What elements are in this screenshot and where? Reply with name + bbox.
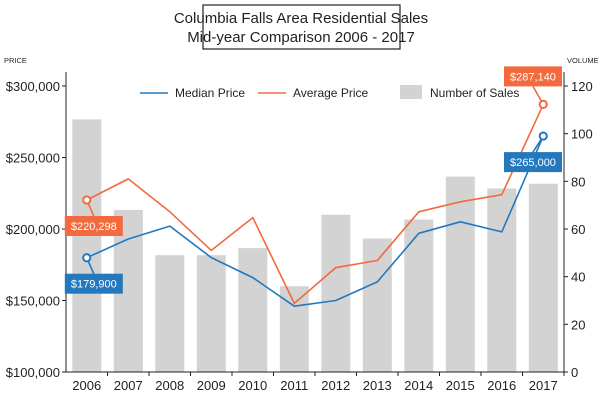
legend-swatch-bar [400, 85, 422, 99]
series-line-median-price [86, 135, 545, 308]
callout-label: $179,900 [71, 279, 117, 291]
left-tick-label: $100,000 [6, 365, 60, 380]
bar-2008 [155, 255, 185, 372]
x-tick-label-2008: 2008 [155, 378, 184, 393]
x-tick-label-2014: 2014 [404, 378, 433, 393]
title-frame [202, 4, 401, 50]
chart-title-box: Columbia Falls Area Residential Sales Mi… [174, 4, 428, 50]
x-tick-label-2011: 2011 [280, 378, 308, 393]
callout-box [504, 66, 562, 87]
x-tick-label-2017: 2017 [529, 378, 558, 393]
series-line-average-price [86, 104, 545, 305]
bar-2015 [445, 176, 475, 372]
lines-layer [86, 104, 545, 308]
legend-label: Number of Sales [430, 86, 519, 100]
callout-marker [82, 253, 92, 263]
callout-label: $287,140 [510, 71, 556, 83]
axes-layer: $100,000 $150,000 $200,000 $250,000 $300,000… [6, 72, 593, 393]
callouts-layer: $220,298 $179,900 $287,140 $265,000 [64, 66, 562, 294]
x-tick-label-2015: 2015 [446, 378, 475, 393]
x-tick-label-2016: 2016 [487, 378, 516, 393]
callout-marker [538, 131, 548, 141]
x-tick-label-2010: 2010 [238, 378, 267, 393]
bar-2010 [238, 248, 268, 372]
right-tick-label: 80 [571, 174, 585, 189]
callout-label: $220,298 [71, 221, 117, 233]
right-tick-label: 40 [571, 270, 585, 285]
legend-label: Median Price [175, 86, 245, 100]
bar-2009 [196, 255, 226, 372]
right-tick-label: 60 [571, 222, 585, 237]
left-tick-label: $150,000 [6, 294, 60, 309]
left-tick-label: $200,000 [6, 222, 60, 237]
callout-marker [538, 99, 548, 109]
bars-layer [72, 119, 558, 373]
callout-box [64, 216, 123, 236]
right-tick-label: 100 [571, 127, 593, 142]
callout-marker [82, 195, 92, 205]
right-tick-label: 0 [571, 365, 578, 380]
left-tick-label: $250,000 [6, 151, 60, 166]
bar-2016 [487, 188, 517, 372]
x-tick-label-2007: 2007 [114, 378, 143, 393]
callout-box [64, 273, 123, 294]
legend: Median Price Average Price Number of Sales [140, 85, 519, 100]
x-tick-label-2013: 2013 [363, 378, 392, 393]
x-tick-label-2009: 2009 [197, 378, 226, 393]
bar-2014 [404, 219, 434, 372]
bar-2017 [528, 183, 558, 372]
chart-subtitle: Mid-year Comparison 2006 - 2017 [187, 29, 415, 46]
callout-label: $265,000 [510, 157, 556, 169]
bar-2013 [362, 238, 392, 372]
chart-title: Columbia Falls Area Residential Sales [174, 10, 428, 27]
right-tick-label: 20 [571, 317, 585, 332]
bar-2012 [321, 214, 351, 372]
bar-2006 [72, 119, 102, 373]
left-tick-label: $300,000 [6, 79, 60, 94]
right-axis-label: VOLUME [567, 56, 599, 65]
x-tick-label-2006: 2006 [72, 378, 101, 393]
left-axis-label: PRICE [4, 56, 27, 65]
callout-box [504, 152, 562, 173]
legend-label: Average Price [293, 86, 368, 100]
right-tick-label: 120 [571, 79, 593, 94]
x-tick-label-2012: 2012 [321, 378, 350, 393]
